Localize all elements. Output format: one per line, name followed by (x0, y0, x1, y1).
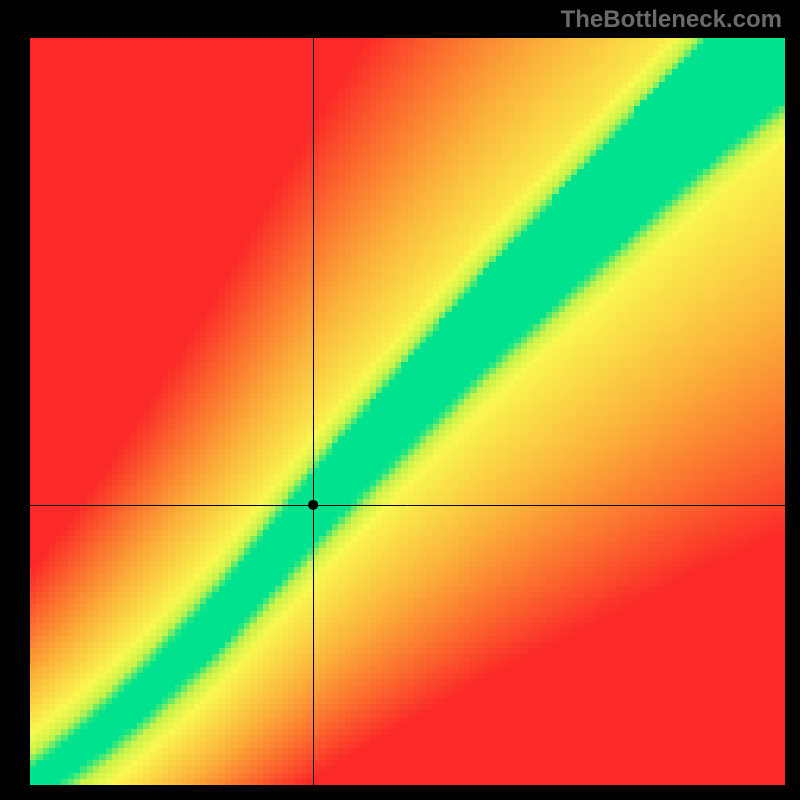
watermark-label: TheBottleneck.com (561, 6, 782, 34)
bottleneck-heatmap (0, 0, 800, 800)
